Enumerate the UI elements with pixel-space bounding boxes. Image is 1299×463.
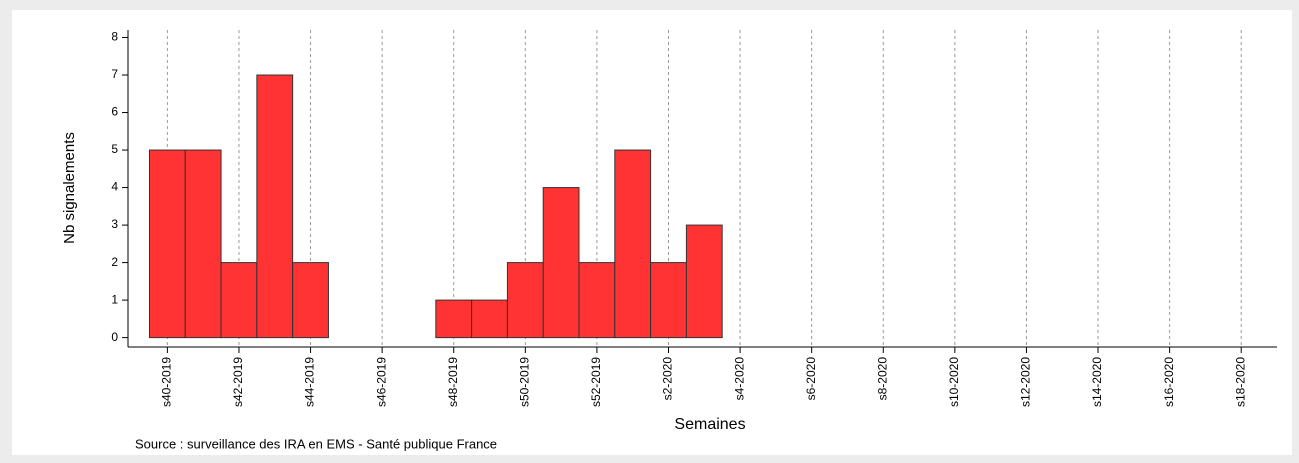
x-tick-label: s50-2019 bbox=[517, 357, 531, 407]
x-tick-label: s52-2019 bbox=[589, 357, 603, 407]
y-tick-label: 6 bbox=[111, 105, 118, 119]
x-axis-label: Semaines bbox=[674, 416, 745, 433]
bar bbox=[578, 262, 616, 339]
x-tick-label: s4-2020 bbox=[732, 357, 746, 401]
x-tick-label: s46-2019 bbox=[374, 357, 388, 407]
y-tick-label: 1 bbox=[111, 292, 118, 306]
chart-background bbox=[12, 10, 1292, 455]
source-note: Source : surveillance des IRA en EMS - S… bbox=[135, 436, 497, 451]
x-tick-label: s40-2019 bbox=[160, 357, 174, 407]
bar bbox=[256, 74, 294, 339]
y-tick-label: 3 bbox=[111, 217, 118, 231]
bar bbox=[471, 299, 508, 339]
x-tick-label: s6-2020 bbox=[804, 357, 818, 401]
bar bbox=[506, 262, 544, 339]
y-tick-label: 7 bbox=[111, 67, 118, 81]
x-tick-label: s14-2020 bbox=[1090, 357, 1104, 407]
x-tick-label: s48-2019 bbox=[446, 357, 460, 407]
x-tick-label: s10-2020 bbox=[947, 357, 961, 407]
bar bbox=[650, 262, 687, 339]
y-tick-label: 2 bbox=[111, 255, 118, 269]
x-tick-label: s18-2020 bbox=[1233, 357, 1247, 407]
y-tick-label: 5 bbox=[111, 142, 118, 156]
bar bbox=[685, 224, 723, 339]
bar bbox=[220, 262, 258, 339]
bar bbox=[614, 149, 652, 339]
x-tick-label: s8-2020 bbox=[875, 357, 889, 401]
bar bbox=[542, 187, 580, 339]
x-tick-label: s12-2020 bbox=[1019, 357, 1033, 407]
y-tick-label: 8 bbox=[111, 30, 118, 44]
y-axis-label: Nb signalements bbox=[61, 132, 78, 244]
x-tick-label: s44-2019 bbox=[303, 357, 317, 407]
bar bbox=[184, 149, 222, 339]
y-tick-label: 4 bbox=[111, 180, 118, 194]
y-tick-label: 0 bbox=[111, 330, 118, 344]
x-tick-label: s42-2019 bbox=[231, 357, 245, 407]
x-tick-label: s16-2020 bbox=[1162, 357, 1176, 407]
x-tick-label: s2-2020 bbox=[661, 357, 675, 401]
bar bbox=[292, 262, 329, 339]
bar bbox=[435, 299, 473, 339]
bar bbox=[148, 149, 186, 339]
